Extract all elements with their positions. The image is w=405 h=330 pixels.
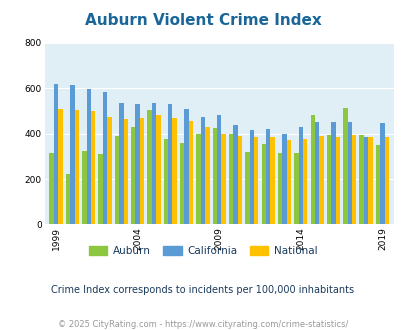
Bar <box>375 145 379 224</box>
Bar <box>205 127 209 224</box>
Bar <box>119 103 123 224</box>
Bar <box>302 139 307 224</box>
Bar <box>139 118 144 224</box>
Bar <box>221 134 225 224</box>
Legend: Auburn, California, National: Auburn, California, National <box>84 242 321 260</box>
Bar <box>319 136 323 224</box>
Bar <box>379 123 384 224</box>
Bar <box>347 122 351 224</box>
Bar <box>281 134 286 224</box>
Bar <box>196 134 200 224</box>
Bar <box>82 151 86 224</box>
Bar <box>228 134 233 224</box>
Bar <box>200 116 205 224</box>
Bar <box>270 137 274 224</box>
Bar <box>49 153 54 224</box>
Bar <box>326 135 330 224</box>
Bar <box>363 137 367 224</box>
Bar <box>351 135 356 224</box>
Bar <box>86 89 91 224</box>
Bar <box>172 118 177 224</box>
Bar <box>54 84 58 224</box>
Bar <box>294 153 298 224</box>
Bar <box>342 108 347 224</box>
Bar <box>261 144 265 224</box>
Bar <box>107 116 111 224</box>
Bar <box>135 104 139 224</box>
Text: Auburn Violent Crime Index: Auburn Violent Crime Index <box>84 13 321 28</box>
Bar <box>123 119 128 224</box>
Bar <box>179 143 184 224</box>
Bar <box>384 137 388 224</box>
Bar <box>217 115 221 224</box>
Bar <box>265 129 270 224</box>
Bar <box>286 141 290 224</box>
Bar <box>156 115 160 224</box>
Text: Crime Index corresponds to incidents per 100,000 inhabitants: Crime Index corresponds to incidents per… <box>51 285 354 295</box>
Bar <box>102 92 107 224</box>
Bar <box>335 137 339 224</box>
Bar <box>66 175 70 224</box>
Bar <box>163 139 168 224</box>
Bar <box>151 103 156 224</box>
Bar <box>330 122 335 224</box>
Bar <box>184 109 188 224</box>
Bar <box>277 153 281 224</box>
Text: © 2025 CityRating.com - https://www.cityrating.com/crime-statistics/: © 2025 CityRating.com - https://www.city… <box>58 320 347 329</box>
Bar <box>212 128 217 224</box>
Bar <box>147 110 151 224</box>
Bar <box>98 154 102 224</box>
Bar <box>131 127 135 224</box>
Bar <box>91 111 95 224</box>
Bar <box>245 152 249 224</box>
Bar <box>358 135 363 224</box>
Bar <box>188 121 193 224</box>
Bar <box>367 137 372 224</box>
Bar <box>310 115 314 224</box>
Bar <box>249 130 254 224</box>
Bar <box>168 104 172 224</box>
Bar <box>314 122 319 224</box>
Bar <box>254 137 258 224</box>
Bar <box>75 110 79 224</box>
Bar <box>58 109 62 224</box>
Bar <box>233 124 237 224</box>
Bar <box>70 85 75 224</box>
Bar <box>298 127 302 224</box>
Bar <box>237 136 241 224</box>
Bar <box>115 136 119 224</box>
